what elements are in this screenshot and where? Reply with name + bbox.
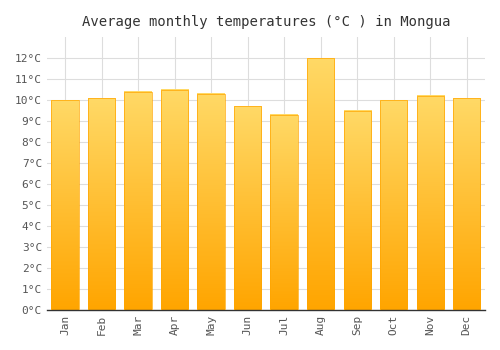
Bar [344,111,371,310]
Title: Average monthly temperatures (°C ) in Mongua: Average monthly temperatures (°C ) in Mo… [82,15,450,29]
Bar [307,58,334,310]
Bar [52,100,79,310]
Bar [88,98,116,310]
Bar [124,92,152,310]
Bar [453,98,480,310]
Bar [198,94,225,310]
Bar [234,106,262,310]
Bar [270,115,298,310]
Bar [380,100,407,310]
Bar [161,90,188,310]
Bar [416,96,444,310]
